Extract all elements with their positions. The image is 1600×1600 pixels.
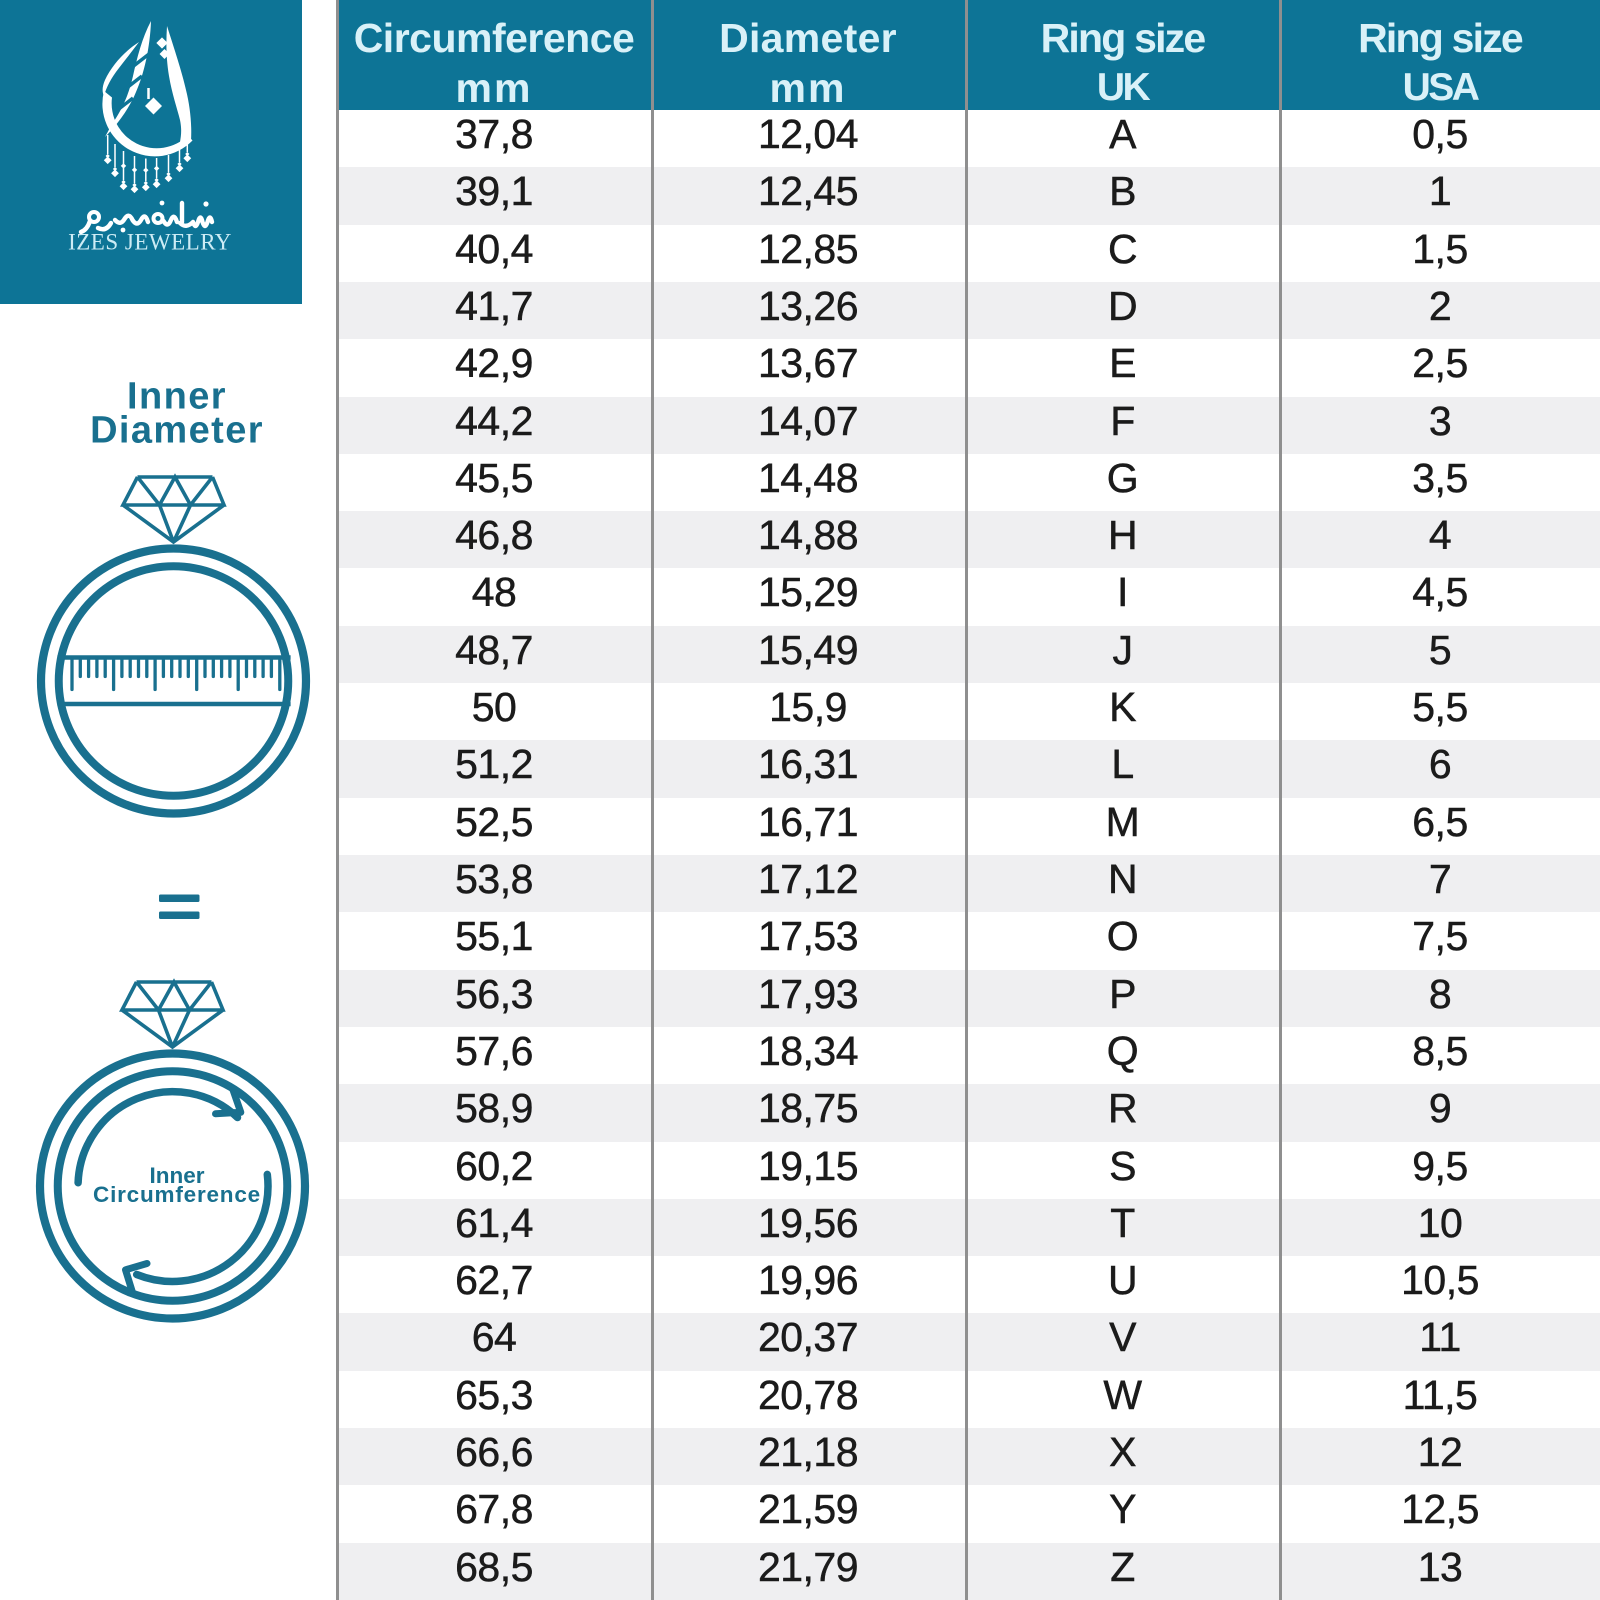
svg-text:Circumference: Circumference <box>93 1182 261 1207</box>
svg-text:Inner: Inner <box>149 1163 204 1188</box>
svg-text:Diameter: Diameter <box>90 410 264 452</box>
svg-text:Inner: Inner <box>127 376 227 418</box>
svg-text:IZES JEWELRY: IZES JEWELRY <box>68 230 232 255</box>
